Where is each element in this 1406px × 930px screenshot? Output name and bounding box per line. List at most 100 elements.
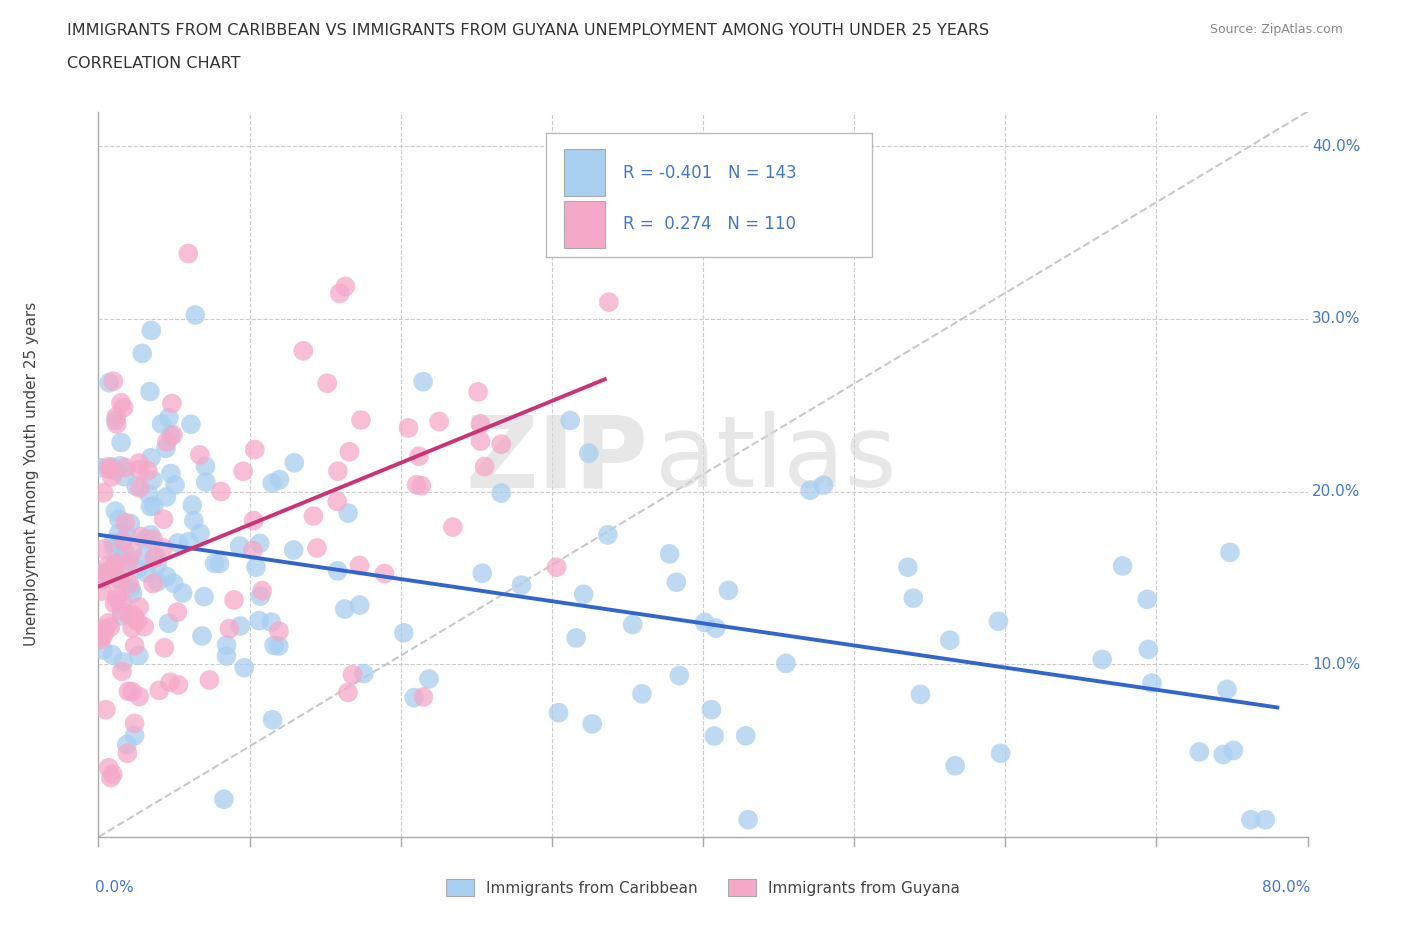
Point xyxy=(470,433,492,448)
Point xyxy=(326,494,349,509)
Point xyxy=(177,534,200,549)
Point xyxy=(337,506,360,521)
Point xyxy=(115,527,138,542)
Point xyxy=(152,540,174,555)
Point xyxy=(405,477,427,492)
Text: CORRELATION CHART: CORRELATION CHART xyxy=(67,56,240,71)
Point xyxy=(142,576,165,591)
Point xyxy=(93,572,115,587)
Point xyxy=(184,308,207,323)
Point xyxy=(121,586,143,601)
Point xyxy=(510,578,533,592)
Point xyxy=(163,478,186,493)
Point xyxy=(93,541,115,556)
Point xyxy=(572,587,595,602)
Point xyxy=(489,485,512,500)
Point xyxy=(222,592,245,607)
Point xyxy=(172,586,194,601)
Point xyxy=(326,464,349,479)
Point xyxy=(127,562,149,577)
Point xyxy=(155,489,177,504)
Point xyxy=(470,417,492,432)
Point xyxy=(813,478,835,493)
Text: R =  0.274   N = 110: R = 0.274 N = 110 xyxy=(623,216,796,233)
Point xyxy=(943,758,966,773)
Point xyxy=(97,616,120,631)
Point xyxy=(373,566,395,581)
Point xyxy=(335,279,357,294)
Point xyxy=(120,580,142,595)
Point xyxy=(139,384,162,399)
Point xyxy=(336,685,359,700)
Point xyxy=(167,536,190,551)
Point xyxy=(910,687,932,702)
Point xyxy=(120,516,142,531)
Point xyxy=(342,667,364,682)
Point xyxy=(157,410,180,425)
Point xyxy=(124,716,146,731)
Point xyxy=(90,632,112,647)
Point xyxy=(157,616,180,631)
Point xyxy=(101,767,124,782)
Point xyxy=(333,602,356,617)
Point xyxy=(897,560,920,575)
Point xyxy=(412,374,434,389)
Point xyxy=(97,761,120,776)
Point xyxy=(136,463,159,478)
Point xyxy=(142,532,165,547)
Point xyxy=(1222,743,1244,758)
Point xyxy=(198,672,221,687)
Point xyxy=(209,484,232,498)
Point xyxy=(143,551,166,565)
Point xyxy=(129,529,152,544)
Point xyxy=(108,512,131,526)
Point xyxy=(94,625,117,640)
Point xyxy=(191,629,214,644)
Point xyxy=(349,598,371,613)
Point xyxy=(665,575,688,590)
Point xyxy=(229,618,252,633)
Point xyxy=(903,591,925,605)
Point xyxy=(329,286,352,300)
Point xyxy=(160,396,183,411)
Point xyxy=(148,683,170,698)
Point xyxy=(114,460,136,475)
Point xyxy=(491,437,513,452)
Point xyxy=(337,445,360,459)
Point xyxy=(177,246,200,261)
Point xyxy=(103,559,125,574)
Point xyxy=(1240,812,1263,827)
Point xyxy=(134,619,156,634)
Point xyxy=(581,716,603,731)
Point xyxy=(441,520,464,535)
Point xyxy=(91,643,114,658)
Point xyxy=(305,540,328,555)
Point xyxy=(799,483,821,498)
Point xyxy=(121,684,143,699)
Point xyxy=(105,409,128,424)
Point xyxy=(121,545,143,560)
Point xyxy=(125,479,148,494)
Point xyxy=(1091,652,1114,667)
Point xyxy=(93,621,115,636)
Point xyxy=(97,558,120,573)
Point xyxy=(131,346,153,361)
Point xyxy=(101,470,124,485)
Point xyxy=(107,526,129,541)
Point xyxy=(418,671,440,686)
Point xyxy=(260,615,283,630)
Point xyxy=(105,591,128,606)
Point xyxy=(110,604,132,618)
Point xyxy=(1111,559,1133,574)
Point xyxy=(98,375,121,390)
Point xyxy=(467,384,489,399)
Point xyxy=(180,417,202,432)
Point xyxy=(350,413,373,428)
Point xyxy=(117,684,139,698)
Point xyxy=(693,615,716,630)
Point xyxy=(103,535,125,550)
Point xyxy=(166,604,188,619)
Point xyxy=(111,594,134,609)
Point xyxy=(212,791,235,806)
Point xyxy=(156,434,179,449)
